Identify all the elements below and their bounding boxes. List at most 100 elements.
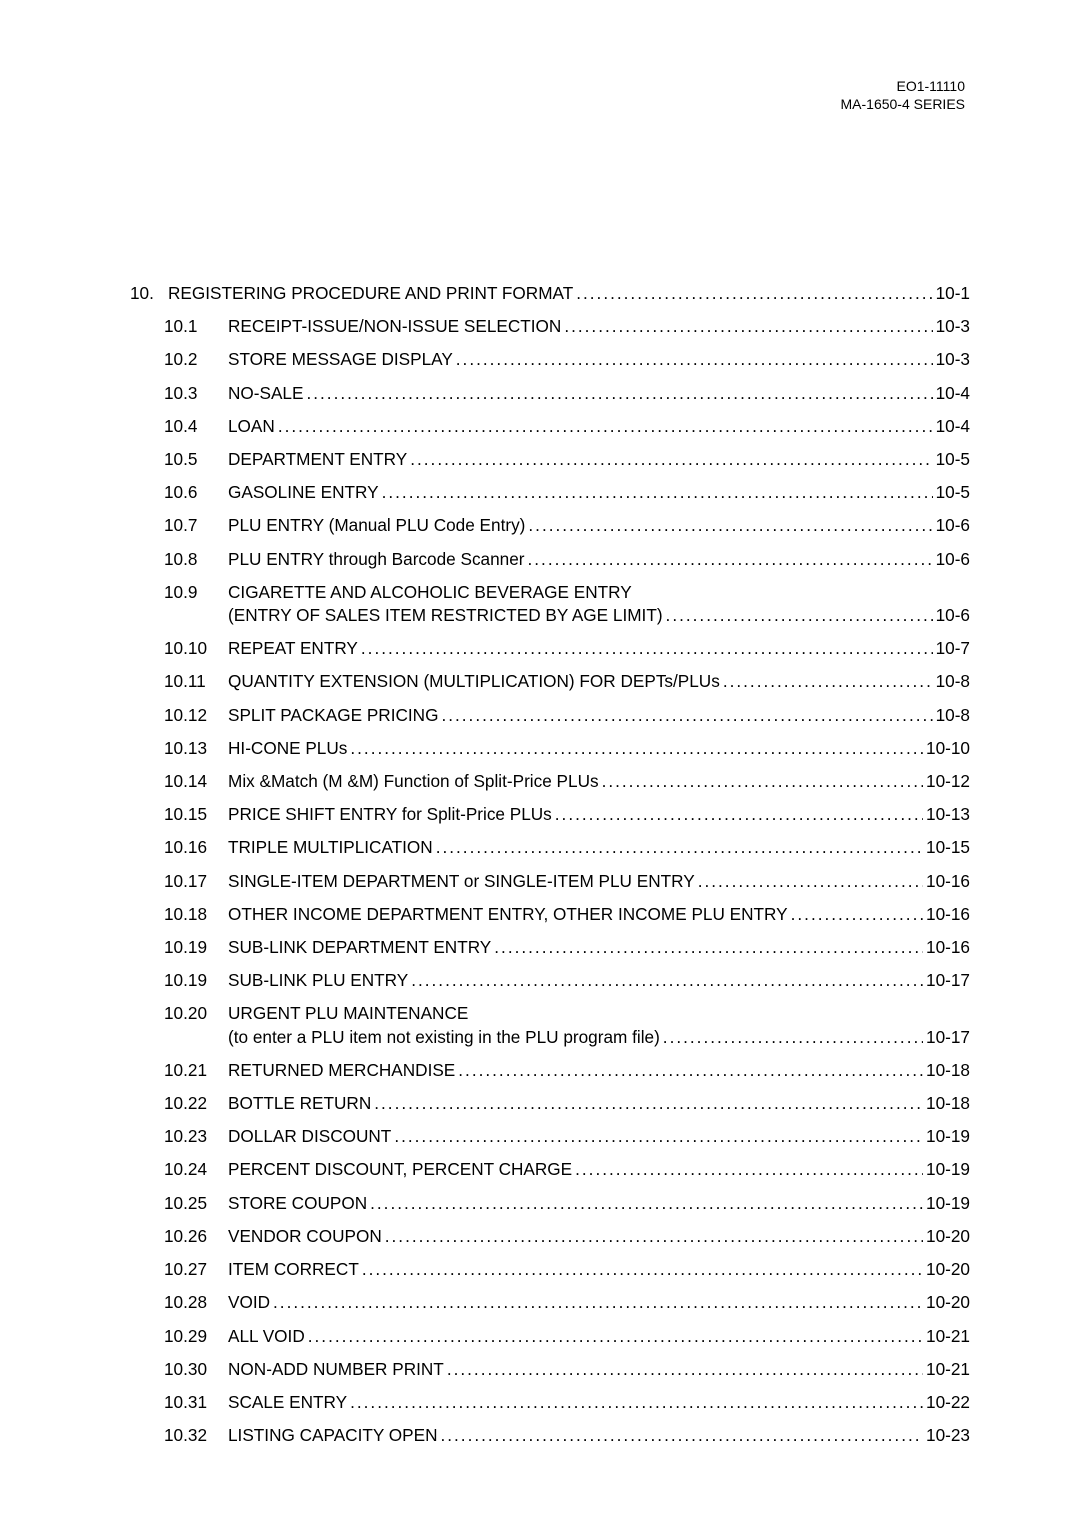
toc-leader: ........................................… [564, 318, 932, 335]
toc-number: 10.25 [164, 1195, 228, 1212]
toc-entry-continuation: (to enter a PLU item not existing in the… [130, 1029, 970, 1046]
toc-title-wrap: HI-CONE PLUs............................… [228, 740, 970, 757]
toc-page: 10-13 [926, 806, 970, 823]
toc-entry: 10.6GASOLINE ENTRY......................… [130, 484, 970, 501]
toc-entry: 10.30NON-ADD NUMBER PRINT...............… [130, 1361, 970, 1378]
toc-leader: ........................................… [666, 607, 933, 624]
toc-title: SCALE ENTRY [228, 1394, 347, 1411]
toc-number: 10.26 [164, 1228, 228, 1245]
toc-title-wrap: NO-SALE.................................… [228, 385, 970, 402]
toc-entry: 10.15PRICE SHIFT ENTRY for Split-Price P… [130, 806, 970, 823]
toc-page: 10-8 [936, 673, 970, 690]
toc-number: 10.20 [164, 1005, 228, 1022]
toc-number: 10.12 [164, 707, 228, 724]
toc-page: 10-16 [926, 873, 970, 890]
toc-page: 10-6 [936, 517, 970, 534]
toc-title: VENDOR COUPON [228, 1228, 382, 1245]
toc-leader: ........................................… [350, 1394, 923, 1411]
toc-title: PRICE SHIFT ENTRY for Split-Price PLUs [228, 806, 552, 823]
toc-title-wrap: DEPARTMENT ENTRY........................… [228, 451, 970, 468]
toc-entry: 10.8PLU ENTRY through Barcode Scanner...… [130, 551, 970, 568]
doc-number: EO1-11110 [841, 78, 966, 96]
toc-leader: ........................................… [555, 806, 923, 823]
toc-entry: 10.REGISTERING PROCEDURE AND PRINT FORMA… [130, 285, 970, 302]
toc-page: 10-4 [936, 385, 970, 402]
toc-page: 10-7 [936, 640, 970, 657]
toc-title: NO-SALE [228, 385, 303, 402]
toc-entry: 10.16TRIPLE MULTIPLICATION..............… [130, 839, 970, 856]
table-of-contents: 10.REGISTERING PROCEDURE AND PRINT FORMA… [130, 285, 970, 1444]
toc-title: ITEM CORRECT [228, 1261, 359, 1278]
toc-entry: 10.12SPLIT PACKAGE PRICING..............… [130, 707, 970, 724]
toc-number: 10.30 [164, 1361, 228, 1378]
toc-number: 10.18 [164, 906, 228, 923]
toc-number: 10.11 [164, 673, 228, 690]
toc-title: QUANTITY EXTENSION (MULTIPLICATION) FOR … [228, 673, 720, 690]
toc-number: 10.27 [164, 1261, 228, 1278]
toc-page: 10-22 [926, 1394, 970, 1411]
toc-title-wrap: SUB-LINK DEPARTMENT ENTRY...............… [228, 939, 970, 956]
toc-title: STORE MESSAGE DISPLAY [228, 351, 453, 368]
toc-entry: 10.27ITEM CORRECT.......................… [130, 1261, 970, 1278]
toc-number: 10.28 [164, 1294, 228, 1311]
toc-page: 10-19 [926, 1128, 970, 1145]
toc-entry: 10.5DEPARTMENT ENTRY....................… [130, 451, 970, 468]
toc-title: PERCENT DISCOUNT, PERCENT CHARGE [228, 1161, 572, 1178]
toc-leader: ........................................… [382, 484, 933, 501]
toc-title: SPLIT PACKAGE PRICING [228, 707, 438, 724]
toc-entry: 10.14Mix &Match (M &M) Function of Split… [130, 773, 970, 790]
toc-leader: ........................................… [494, 939, 923, 956]
toc-number: 10.8 [164, 551, 228, 568]
toc-title-wrap: SCALE ENTRY.............................… [228, 1394, 970, 1411]
toc-entry: 10.23DOLLAR DISCOUNT....................… [130, 1128, 970, 1145]
toc-page: 10-8 [936, 707, 970, 724]
toc-title: LISTING CAPACITY OPEN [228, 1427, 437, 1444]
toc-leader: ........................................… [370, 1195, 923, 1212]
toc-leader: ........................................… [411, 972, 923, 989]
toc-title-wrap: LISTING CAPACITY OPEN...................… [228, 1427, 970, 1444]
toc-page: 10-16 [926, 906, 970, 923]
toc-title: DOLLAR DISCOUNT [228, 1128, 391, 1145]
toc-entry: 10.26VENDOR COUPON......................… [130, 1228, 970, 1245]
toc-page: 10-23 [926, 1427, 970, 1444]
toc-leader: ........................................… [447, 1361, 923, 1378]
toc-entry: 10.17SINGLE-ITEM DEPARTMENT or SINGLE-IT… [130, 873, 970, 890]
toc-number: 10.22 [164, 1095, 228, 1112]
toc-title: URGENT PLU MAINTENANCE [228, 1005, 468, 1022]
toc-title: BOTTLE RETURN [228, 1095, 371, 1112]
toc-number: 10.17 [164, 873, 228, 890]
toc-title: VOID [228, 1294, 270, 1311]
toc-entry: 10.4LOAN................................… [130, 418, 970, 435]
toc-number: 10.23 [164, 1128, 228, 1145]
toc-number: 10.6 [164, 484, 228, 501]
toc-page: 10-18 [926, 1095, 970, 1112]
toc-entry: 10.32LISTING CAPACITY OPEN..............… [130, 1427, 970, 1444]
toc-number: 10.7 [164, 517, 228, 534]
toc-title-wrap: SUB-LINK PLU ENTRY......................… [228, 972, 970, 989]
toc-page: 10-10 [926, 740, 970, 757]
toc-leader: ........................................… [528, 551, 933, 568]
toc-entry: 10.11QUANTITY EXTENSION (MULTIPLICATION)… [130, 673, 970, 690]
toc-entry: 10.7PLU ENTRY (Manual PLU Code Entry)...… [130, 517, 970, 534]
toc-title-wrap: RECEIPT-ISSUE/NON-ISSUE SELECTION.......… [228, 318, 970, 335]
toc-page: 10-6 [936, 551, 970, 568]
toc-title-wrap: NON-ADD NUMBER PRINT....................… [228, 1361, 970, 1378]
toc-number: 10.21 [164, 1062, 228, 1079]
toc-title-wrap: ITEM CORRECT............................… [228, 1261, 970, 1278]
toc-title-wrap: ALL VOID................................… [228, 1328, 970, 1345]
toc-leader: ........................................… [306, 385, 932, 402]
toc-number: 10.3 [164, 385, 228, 402]
toc-number: 10.9 [164, 584, 228, 601]
toc-entry: 10.28VOID...............................… [130, 1294, 970, 1311]
toc-leader: ........................................… [575, 1161, 923, 1178]
toc-entry: 10.29ALL VOID...........................… [130, 1328, 970, 1345]
toc-entry: 10.18OTHER INCOME DEPARTMENT ENTRY, OTHE… [130, 906, 970, 923]
toc-leader: ........................................… [723, 673, 933, 690]
toc-entry: 10.9CIGARETTE AND ALCOHOLIC BEVERAGE ENT… [130, 584, 970, 601]
toc-page: 10-20 [926, 1261, 970, 1278]
toc-entry: 10.24PERCENT DISCOUNT, PERCENT CHARGE...… [130, 1161, 970, 1178]
toc-leader: ........................................… [698, 873, 923, 890]
toc-page: 10-17 [926, 972, 970, 989]
toc-entry-continuation: (ENTRY OF SALES ITEM RESTRICTED BY AGE L… [130, 607, 970, 624]
toc-entry: 10.19SUB-LINK DEPARTMENT ENTRY..........… [130, 939, 970, 956]
